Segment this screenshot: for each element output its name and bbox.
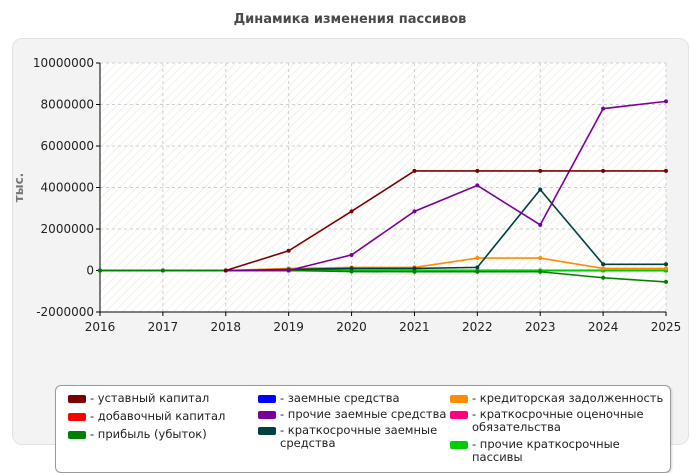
legend-swatch: [450, 411, 468, 419]
series-point-4: [601, 106, 606, 111]
series-point-6: [664, 266, 668, 271]
series-point-2: [475, 269, 480, 274]
y-tick-label: -2000000: [36, 305, 94, 319]
series-point-4: [286, 268, 291, 273]
legend-label: - прочие краткосрочные пассивы: [472, 437, 620, 464]
x-tick-label: 2018: [211, 320, 242, 334]
legend-swatch: [258, 395, 276, 403]
legend-item: - краткосрочные заемные средства: [258, 424, 450, 450]
series-point-4: [412, 209, 417, 214]
legend-swatch: [68, 395, 86, 403]
legend-item: - заемные средства: [258, 392, 450, 405]
series-line-4: [225, 100, 667, 272]
legend-label: - краткосрочные заемные средства: [280, 423, 438, 450]
x-tick-label: 2017: [148, 320, 179, 334]
series-point-5: [601, 262, 606, 267]
series-point-2: [349, 269, 354, 274]
legend-label: - прочие заемные средства: [280, 407, 447, 421]
series-point-4: [349, 252, 354, 257]
chart-panel: -2000000 0 2000000 4000000 6000000 8000000 100…: [12, 38, 689, 473]
series-line-5: [225, 188, 666, 272]
x-tick-label: 2019: [273, 320, 304, 334]
legend-label: - кредиторская задолженность: [472, 391, 664, 405]
y-tick-label: 6000000: [41, 139, 94, 153]
legend-label: - прибыль (убыток): [90, 427, 207, 441]
legend-item: - уставный капитал: [68, 392, 260, 405]
series-point-2: [601, 275, 606, 280]
legend-swatch: [258, 411, 276, 419]
y-tick-label: 8000000: [41, 98, 94, 112]
legend-item: - кредиторская задолженность: [450, 392, 672, 405]
series-point-0: [349, 209, 354, 214]
y-tick-label: 10000000: [33, 56, 94, 70]
series-line-0: [225, 170, 666, 272]
legend-label: - краткосрочные оценочные обязательства: [472, 407, 644, 434]
x-tick-label: 2020: [336, 320, 367, 334]
x-tick-label: 2016: [85, 320, 116, 334]
legend-swatch: [450, 395, 468, 403]
series-point-4: [538, 222, 543, 227]
legend-swatch: [68, 431, 86, 439]
y-tick-label: 4000000: [41, 181, 94, 195]
legend-item: - добавочный капитал: [68, 410, 260, 423]
chart-legend: - уставный капитал - добавочный капитал - …: [55, 385, 671, 473]
legend-swatch: [68, 413, 86, 421]
series-point-2: [160, 268, 165, 273]
legend-swatch: [450, 441, 468, 449]
series-point-0: [538, 168, 543, 173]
series-point-0: [601, 168, 606, 173]
series-point-2: [538, 269, 543, 274]
series-point-5: [664, 262, 668, 267]
series-point-5: [412, 266, 417, 271]
legend-item: - прибыль (убыток): [68, 428, 260, 441]
series-point-6: [601, 266, 606, 271]
series-point-0: [286, 248, 291, 253]
series-point-2: [664, 279, 668, 284]
y-tick-label: 0: [86, 264, 94, 278]
series-point-5: [349, 266, 354, 271]
x-tick-label: 2025: [651, 320, 682, 334]
series-point-2: [412, 269, 417, 274]
legend-swatch: [258, 427, 276, 435]
legend-item: - краткосрочные оценочные обязательства: [450, 408, 672, 434]
series-point-4: [475, 183, 480, 188]
legend-label: - заемные средства: [280, 391, 400, 405]
line-chart: -2000000 0 2000000 4000000 6000000 8000000 100…: [13, 56, 682, 334]
x-tick-label: 2022: [462, 320, 493, 334]
legend-label: - уставный капитал: [90, 391, 210, 405]
series-point-4: [664, 99, 668, 104]
legend-item: - прочие заемные средства: [258, 408, 450, 421]
legend-label: - добавочный капитал: [90, 409, 226, 423]
series-point-0: [412, 168, 417, 173]
series-point-2: [98, 268, 102, 273]
series-point-5: [538, 187, 543, 192]
series-point-0: [223, 268, 228, 273]
x-tick-label: 2023: [525, 320, 556, 334]
chart-title: Динамика изменения пассивов: [233, 12, 467, 27]
series-point-0: [664, 168, 668, 173]
series-point-6: [475, 256, 480, 261]
legend-item: - прочие краткосрочные пассивы: [450, 438, 672, 464]
series-point-6: [538, 256, 543, 261]
y-axis-label: тыс.: [13, 173, 26, 202]
series-line-2: [100, 269, 667, 283]
x-tick-label: 2024: [588, 320, 619, 334]
y-tick-label: 2000000: [41, 222, 94, 236]
series-point-5: [475, 265, 480, 270]
x-tick-label: 2021: [399, 320, 430, 334]
series-point-0: [475, 168, 480, 173]
